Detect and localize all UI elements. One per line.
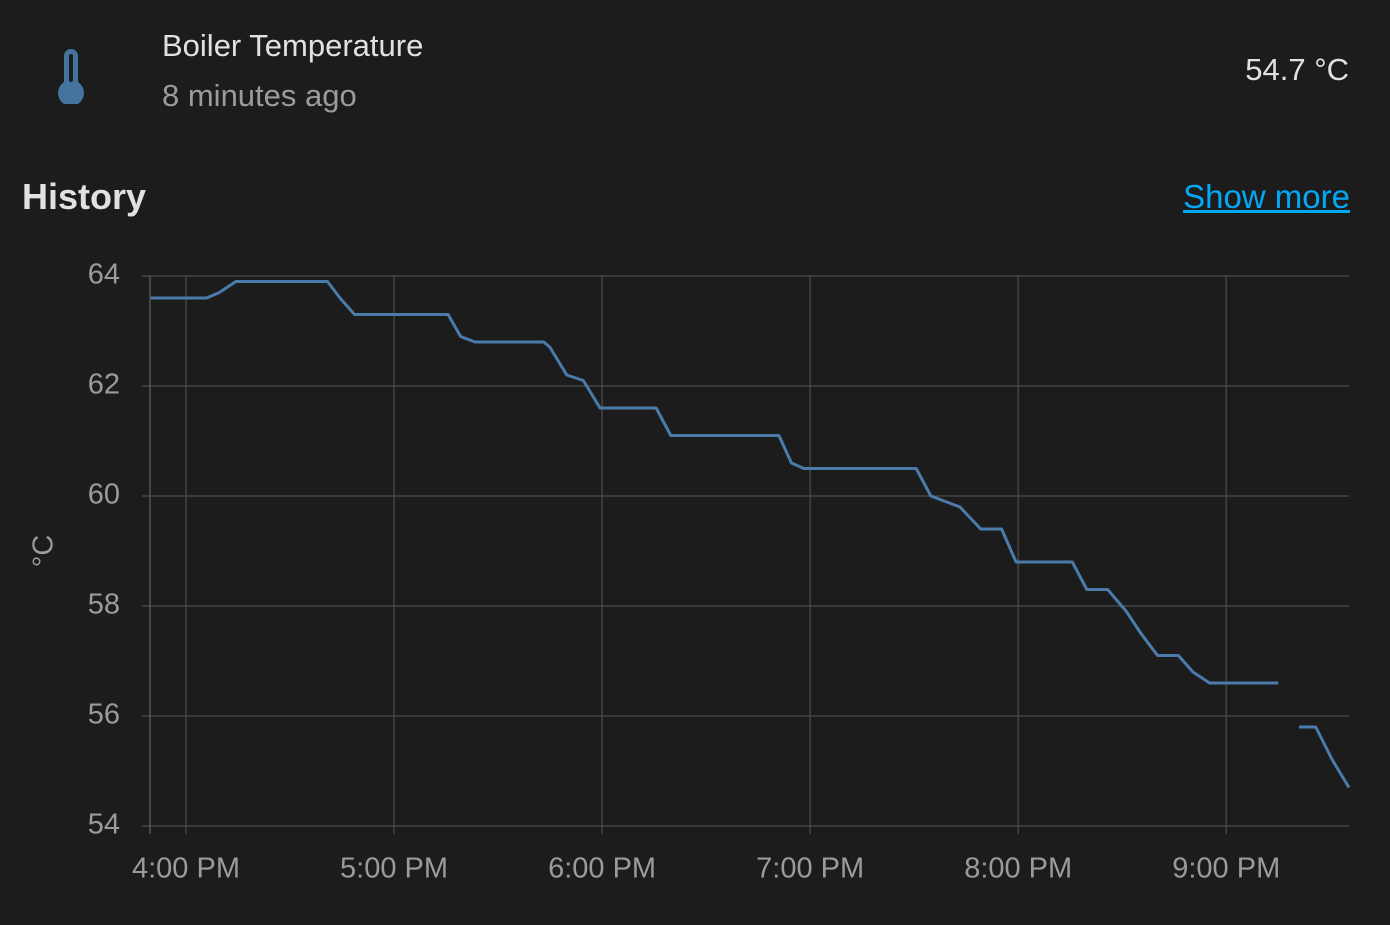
- x-tick-label: 4:00 PM: [132, 853, 240, 885]
- x-tick-label: 7:00 PM: [756, 853, 864, 885]
- y-tick-label: 56: [88, 699, 120, 731]
- y-axis-label: °C: [28, 535, 60, 568]
- y-tick-label: 64: [88, 259, 120, 291]
- show-more-link[interactable]: Show more: [1183, 178, 1350, 215]
- x-tick-label: 8:00 PM: [964, 853, 1072, 885]
- x-tick-label: 9:00 PM: [1172, 853, 1280, 885]
- entity-state: 54.7 °C: [1245, 52, 1349, 87]
- entity-name: Boiler Temperature: [162, 28, 424, 63]
- last-updated: 8 minutes ago: [162, 78, 357, 113]
- thermometer-icon: [58, 49, 84, 104]
- history-title: History: [22, 176, 147, 217]
- y-tick-label: 54: [88, 809, 120, 841]
- x-tick-label: 6:00 PM: [548, 853, 656, 885]
- x-tick-label: 5:00 PM: [340, 853, 448, 885]
- series-line: [150, 280, 1351, 789]
- y-tick-label: 62: [88, 369, 120, 401]
- y-tick-label: 60: [88, 479, 120, 511]
- y-tick-label: 58: [88, 589, 120, 621]
